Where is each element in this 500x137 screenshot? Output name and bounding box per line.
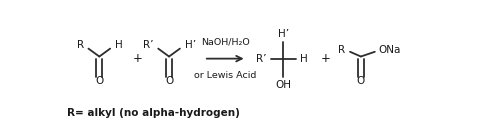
Text: R’: R’ (143, 40, 154, 50)
Text: H: H (115, 40, 122, 50)
Text: +: + (133, 52, 143, 65)
Text: R’: R’ (256, 54, 266, 64)
Text: H: H (300, 54, 308, 64)
Text: O: O (165, 76, 173, 86)
Text: or Lewis Acid: or Lewis Acid (194, 71, 256, 80)
Text: O: O (95, 76, 104, 86)
Text: R= alkyl (no alpha-hydrogen): R= alkyl (no alpha-hydrogen) (67, 109, 240, 119)
Text: NaOH/H₂O: NaOH/H₂O (201, 37, 250, 46)
Text: H’: H’ (184, 40, 196, 50)
Text: H’: H’ (278, 29, 289, 39)
Text: OH: OH (276, 80, 291, 90)
Text: ONa: ONa (378, 45, 400, 55)
Text: +: + (321, 52, 331, 65)
Text: R: R (338, 45, 345, 55)
Text: R: R (76, 40, 84, 50)
Text: O: O (357, 76, 365, 86)
